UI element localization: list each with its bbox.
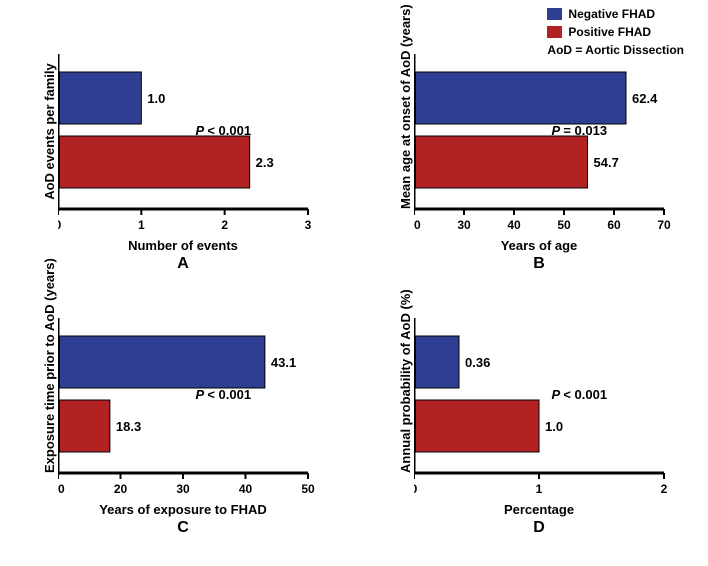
panel-D: 0.361.0P < 0.001012PercentageDAnnual pro… xyxy=(414,318,704,537)
chart-A: 1.0 2.3 P < 0.001 0 1 2 3 xyxy=(58,54,348,234)
xtick-B: 60 xyxy=(607,218,621,232)
panel-C: 43.1 18.3 P < 0.001 10 20 30 40 50 Years of expo… xyxy=(58,318,348,537)
bar-A-neg xyxy=(60,72,142,124)
panel-A: 1.02.3P < 0.0010123Number of eventsAAoD … xyxy=(58,54,348,273)
panel-B: 62.4 54.7 P = 0.013 20 30 40 50 60 70 Years of ag… xyxy=(414,54,704,273)
panel-letter-D: D xyxy=(414,519,664,537)
xtick-B: 40 xyxy=(507,218,521,232)
panel-letter-B: B xyxy=(414,255,664,273)
value-label-B-pos: 54.7 xyxy=(594,155,619,170)
panel-letter-C: C xyxy=(58,519,308,537)
legend-positive: Positive FHAD xyxy=(547,24,684,40)
xtick-A: 0 xyxy=(58,218,62,232)
p-value-A: P < 0.001 xyxy=(196,123,252,138)
xtick-D: 2 xyxy=(661,482,668,496)
value-label-B-neg: 62.4 xyxy=(632,91,658,106)
xlabel-B: Years of age xyxy=(414,238,664,253)
value-label-C-pos: 18.3 xyxy=(116,419,141,434)
legend-negative: Negative FHAD xyxy=(547,6,684,22)
ylabel-C: Exposure time prior to AoD (years) xyxy=(42,318,57,473)
p-value-C: P < 0.001 xyxy=(196,387,252,402)
bar-B-neg xyxy=(416,72,627,124)
xtick-D: 0 xyxy=(414,482,418,496)
xtick-B: 70 xyxy=(657,218,671,232)
value-label-A-pos: 2.3 xyxy=(256,155,274,170)
bar-B-pos xyxy=(416,136,588,188)
value-label-D-neg: 0.36 xyxy=(465,355,490,370)
xtick-D: 1 xyxy=(536,482,543,496)
value-label-C-neg: 43.1 xyxy=(271,355,296,370)
xtick-C: 40 xyxy=(239,482,253,496)
value-label-D-pos: 1.0 xyxy=(545,419,563,434)
chart-B: 62.4 54.7 P = 0.013 20 30 40 50 60 70 xyxy=(414,54,704,234)
xtick-A: 2 xyxy=(221,218,228,232)
legend-neg-label: Negative FHAD xyxy=(568,6,655,22)
xtick-B: 20 xyxy=(414,218,421,232)
bar-D-pos xyxy=(416,400,540,452)
xtick-C: 50 xyxy=(301,482,315,496)
xtick-C: 10 xyxy=(58,482,65,496)
ylabel-D: Annual probability of AoD (%) xyxy=(398,318,413,473)
xtick-A: 1 xyxy=(138,218,145,232)
xlabel-C: Years of exposure to FHAD xyxy=(58,502,308,517)
xtick-C: 30 xyxy=(176,482,190,496)
xtick-C: 20 xyxy=(114,482,128,496)
chart-C: 43.1 18.3 P < 0.001 10 20 30 40 50 xyxy=(58,318,348,498)
xtick-B: 30 xyxy=(457,218,471,232)
legend-pos-label: Positive FHAD xyxy=(568,24,651,40)
legend-pos-swatch xyxy=(547,26,562,38)
bar-D-neg xyxy=(416,336,460,388)
xtick-A: 3 xyxy=(305,218,312,232)
ylabel-B: Mean age at onset of AoD (years) xyxy=(398,54,413,209)
p-value-D: P < 0.001 xyxy=(552,387,608,402)
chart-D: 0.36 1.0 P < 0.001 0 1 2 xyxy=(414,318,704,498)
xlabel-D: Percentage xyxy=(414,502,664,517)
bar-C-neg xyxy=(60,336,265,388)
value-label-A-neg: 1.0 xyxy=(147,91,165,106)
xlabel-A: Number of events xyxy=(58,238,308,253)
p-value-B: P = 0.013 xyxy=(552,123,608,138)
xtick-B: 50 xyxy=(557,218,571,232)
bar-C-pos xyxy=(60,400,110,452)
bar-A-pos xyxy=(60,136,250,188)
legend-neg-swatch xyxy=(547,8,562,20)
ylabel-A: AoD events per family xyxy=(42,54,57,209)
legend: Negative FHAD Positive FHAD AoD = Aortic… xyxy=(547,6,684,59)
panel-letter-A: A xyxy=(58,255,308,273)
